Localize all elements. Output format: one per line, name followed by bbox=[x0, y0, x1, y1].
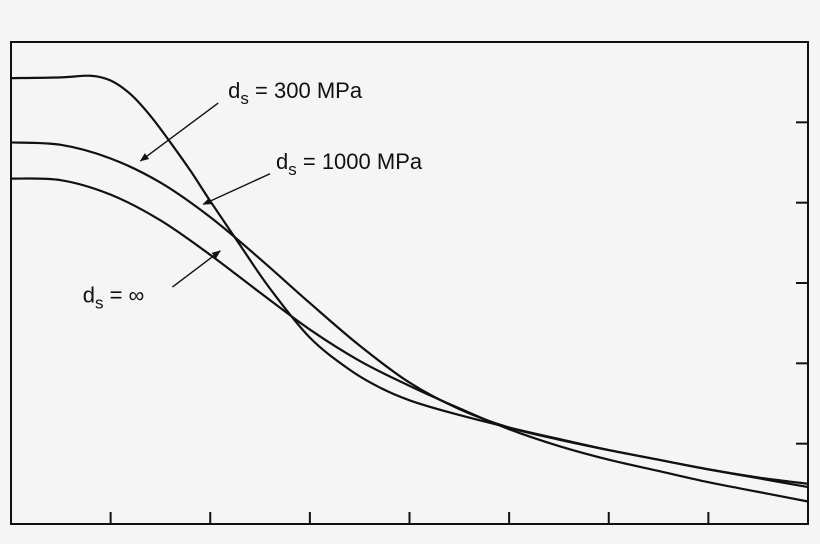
series-label-subscript: s bbox=[288, 160, 297, 179]
series-label-subscript: s bbox=[240, 89, 249, 108]
series-label-value: = 300 MPa bbox=[249, 78, 363, 103]
series-label-1000mpa: ds = 1000 MPa bbox=[276, 149, 423, 179]
series-label-value: = ∞ bbox=[103, 282, 144, 307]
series-label-main: d bbox=[276, 149, 288, 174]
annotation-arrow bbox=[139, 102, 219, 162]
series-label-infinity: ds = ∞ bbox=[83, 282, 145, 312]
ticks-layer bbox=[109, 121, 808, 524]
series-layer bbox=[10, 74, 809, 503]
series-label-300mpa: ds = 300 MPa bbox=[228, 78, 363, 108]
series-label-subscript: s bbox=[95, 293, 104, 312]
series-line-infinity bbox=[10, 177, 809, 503]
annotation-arrow bbox=[171, 250, 221, 288]
annotation-arrow bbox=[202, 173, 271, 205]
series-line-1000mpa bbox=[10, 141, 809, 485]
series-label-value: = 1000 MPa bbox=[297, 149, 423, 174]
series-label-main: d bbox=[228, 78, 240, 103]
series-label-main: d bbox=[83, 282, 95, 307]
